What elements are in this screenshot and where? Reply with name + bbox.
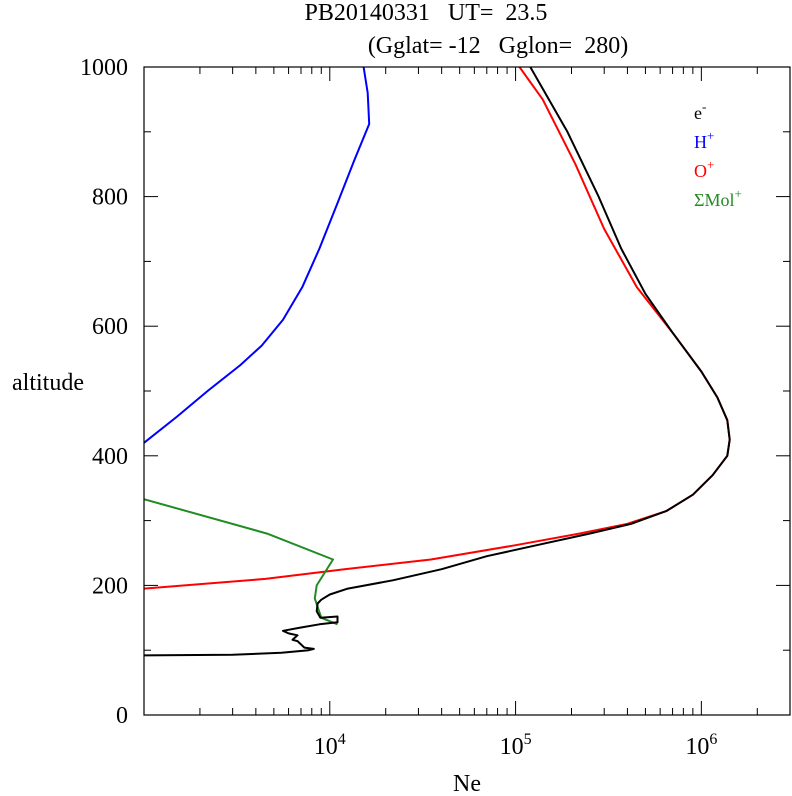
- series-line-o-plus: [144, 67, 731, 590]
- legend-entry: H+: [694, 128, 714, 152]
- chart-subtitle: (Gglat= -12 Gglon= 280): [368, 33, 628, 59]
- series-layer: [144, 67, 731, 657]
- y-tick-label: 0: [116, 703, 128, 729]
- y-tick-label: 200: [92, 573, 128, 599]
- y-tick-label: 800: [92, 185, 128, 211]
- series-line-h-plus: [144, 67, 371, 444]
- x-tick-label: 106: [685, 731, 717, 760]
- series-line-mol-plus: [144, 498, 338, 626]
- legend-entry: O+: [694, 157, 714, 181]
- series-line-electron: [144, 67, 731, 657]
- y-tick-label: 400: [92, 444, 128, 470]
- x-tick-label: 104: [314, 731, 346, 760]
- y-tick-label: 1000: [80, 55, 128, 81]
- legend: e- H+ O+ ΣMol+: [694, 99, 742, 210]
- x-axis-title: Ne: [453, 771, 481, 796]
- legend-entry: ΣMol+: [694, 186, 742, 210]
- tick-labels: 0 200 400 600 800 1000 104 105 106: [80, 55, 717, 760]
- x-tick-label: 105: [500, 731, 532, 760]
- y-tick-label: 600: [92, 314, 128, 340]
- chart-title: PB20140331 UT= 23.5: [305, 0, 548, 26]
- legend-entry: e-: [694, 99, 706, 123]
- y-axis-title: altitude: [12, 370, 84, 396]
- ticks-layer: [143, 66, 791, 716]
